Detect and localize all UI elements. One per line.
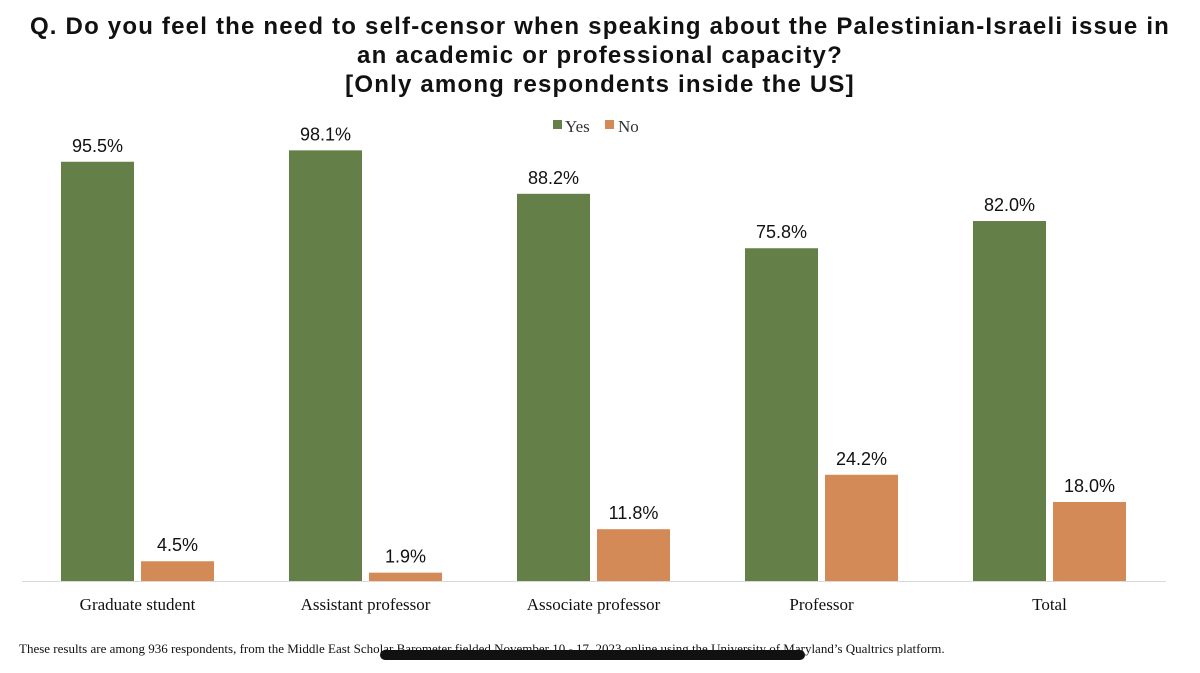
title-line-3: [Only among respondents inside the US] [345, 71, 855, 98]
category-label-3: Professor [789, 595, 854, 614]
category-label-4: Total [1032, 595, 1067, 614]
legend-label-no: No [618, 117, 639, 136]
bar-yes-4 [973, 221, 1046, 581]
category-label-0: Graduate student [80, 595, 196, 614]
home-indicator[interactable] [380, 650, 805, 660]
bar-no-0 [141, 561, 214, 581]
data-label-no-3: 24.2% [836, 449, 887, 469]
bar-yes-0 [61, 161, 134, 581]
data-label-no-0: 4.5% [157, 535, 198, 555]
legend-label-yes: Yes [565, 117, 590, 136]
bar-no-2 [597, 529, 670, 581]
category-label-2: Associate professor [527, 595, 661, 614]
bar-no-3 [825, 474, 898, 581]
title-line-2: an academic or professional capacity? [357, 42, 843, 69]
data-label-yes-0: 95.5% [72, 136, 123, 156]
bar-yes-3 [745, 248, 818, 581]
data-label-yes-3: 75.8% [756, 222, 807, 242]
data-label-no-4: 18.0% [1064, 476, 1115, 496]
bar-yes-2 [517, 193, 590, 581]
title-line-1: Q. Do you feel the need to self-censor w… [29, 13, 1171, 40]
category-label-1: Assistant professor [301, 595, 431, 614]
data-label-yes-2: 88.2% [528, 168, 579, 188]
data-label-yes-4: 82.0% [984, 195, 1035, 215]
bar-yes-1 [289, 150, 362, 581]
bar-no-1 [369, 572, 442, 581]
data-label-yes-1: 98.1% [300, 124, 351, 144]
data-label-no-2: 11.8% [609, 503, 659, 523]
legend-swatch-yes [553, 120, 562, 129]
chart-title: Q. Do you feel the need to self-censor w… [0, 12, 1200, 99]
data-label-no-1: 1.9% [385, 547, 426, 567]
bar-no-4 [1053, 501, 1126, 581]
legend-swatch-no [605, 120, 614, 129]
